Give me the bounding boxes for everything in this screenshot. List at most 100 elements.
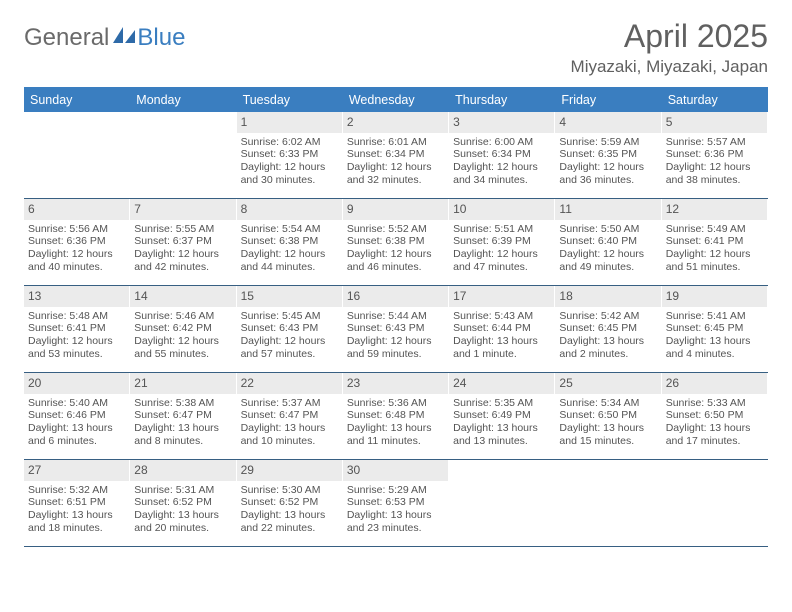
sunset-line: Sunset: 6:46 PM bbox=[28, 409, 125, 422]
daylight-line: Daylight: 12 hours and 47 minutes. bbox=[453, 248, 550, 274]
day-cell: 12Sunrise: 5:49 AMSunset: 6:41 PMDayligh… bbox=[662, 199, 768, 285]
week-row: 13Sunrise: 5:48 AMSunset: 6:41 PMDayligh… bbox=[24, 286, 768, 373]
sunset-line: Sunset: 6:47 PM bbox=[241, 409, 338, 422]
daylight-line: Daylight: 13 hours and 4 minutes. bbox=[666, 335, 763, 361]
daylight-line: Daylight: 13 hours and 22 minutes. bbox=[241, 509, 338, 535]
dow-header: Thursday bbox=[449, 87, 555, 112]
daylight-line: Daylight: 12 hours and 46 minutes. bbox=[347, 248, 444, 274]
daylight-line: Daylight: 13 hours and 15 minutes. bbox=[559, 422, 656, 448]
sunrise-line: Sunrise: 5:55 AM bbox=[134, 223, 231, 236]
day-number: 16 bbox=[343, 286, 448, 307]
sunset-line: Sunset: 6:50 PM bbox=[559, 409, 656, 422]
day-cell: 11Sunrise: 5:50 AMSunset: 6:40 PMDayligh… bbox=[555, 199, 661, 285]
sunrise-line: Sunrise: 5:56 AM bbox=[28, 223, 125, 236]
dow-header: Tuesday bbox=[237, 87, 343, 112]
day-number: 14 bbox=[130, 286, 235, 307]
sunrise-line: Sunrise: 5:29 AM bbox=[347, 484, 444, 497]
page: General Blue April 2025 Miyazaki, Miyaza… bbox=[0, 0, 792, 565]
day-number: 3 bbox=[449, 112, 554, 133]
sunrise-line: Sunrise: 5:37 AM bbox=[241, 397, 338, 410]
sunrise-line: Sunrise: 5:42 AM bbox=[559, 310, 656, 323]
sunrise-line: Sunrise: 5:32 AM bbox=[28, 484, 125, 497]
sunset-line: Sunset: 6:52 PM bbox=[134, 496, 231, 509]
daylight-line: Daylight: 12 hours and 34 minutes. bbox=[453, 161, 550, 187]
day-number: 24 bbox=[449, 373, 554, 394]
sunrise-line: Sunrise: 5:51 AM bbox=[453, 223, 550, 236]
daylight-line: Daylight: 12 hours and 53 minutes. bbox=[28, 335, 125, 361]
day-number: 20 bbox=[24, 373, 129, 394]
day-number: 23 bbox=[343, 373, 448, 394]
day-cell: . bbox=[662, 460, 768, 546]
sunset-line: Sunset: 6:34 PM bbox=[347, 148, 444, 161]
day-number: 6 bbox=[24, 199, 129, 220]
day-cell: 26Sunrise: 5:33 AMSunset: 6:50 PMDayligh… bbox=[662, 373, 768, 459]
sunrise-line: Sunrise: 5:35 AM bbox=[453, 397, 550, 410]
sunrise-line: Sunrise: 5:52 AM bbox=[347, 223, 444, 236]
daylight-line: Daylight: 12 hours and 59 minutes. bbox=[347, 335, 444, 361]
day-cell: 15Sunrise: 5:45 AMSunset: 6:43 PMDayligh… bbox=[237, 286, 343, 372]
dow-header-row: SundayMondayTuesdayWednesdayThursdayFrid… bbox=[24, 87, 768, 112]
sunset-line: Sunset: 6:41 PM bbox=[28, 322, 125, 335]
sunset-line: Sunset: 6:41 PM bbox=[666, 235, 763, 248]
day-number: 28 bbox=[130, 460, 235, 481]
day-cell: 23Sunrise: 5:36 AMSunset: 6:48 PMDayligh… bbox=[343, 373, 449, 459]
day-cell: 13Sunrise: 5:48 AMSunset: 6:41 PMDayligh… bbox=[24, 286, 130, 372]
day-cell: 29Sunrise: 5:30 AMSunset: 6:52 PMDayligh… bbox=[237, 460, 343, 546]
day-number: 12 bbox=[662, 199, 767, 220]
day-number: 26 bbox=[662, 373, 767, 394]
day-number: 27 bbox=[24, 460, 129, 481]
day-cell: 4Sunrise: 5:59 AMSunset: 6:35 PMDaylight… bbox=[555, 112, 661, 198]
sunrise-line: Sunrise: 5:34 AM bbox=[559, 397, 656, 410]
title-block: April 2025 Miyazaki, Miyazaki, Japan bbox=[571, 18, 768, 77]
sunrise-line: Sunrise: 6:00 AM bbox=[453, 136, 550, 149]
day-cell: 19Sunrise: 5:41 AMSunset: 6:45 PMDayligh… bbox=[662, 286, 768, 372]
sunset-line: Sunset: 6:36 PM bbox=[666, 148, 763, 161]
sunset-line: Sunset: 6:52 PM bbox=[241, 496, 338, 509]
day-cell: 1Sunrise: 6:02 AMSunset: 6:33 PMDaylight… bbox=[237, 112, 343, 198]
day-number: 8 bbox=[237, 199, 342, 220]
sunset-line: Sunset: 6:42 PM bbox=[134, 322, 231, 335]
sunset-line: Sunset: 6:37 PM bbox=[134, 235, 231, 248]
dow-header: Sunday bbox=[24, 87, 130, 112]
day-number: 5 bbox=[662, 112, 767, 133]
sunrise-line: Sunrise: 5:30 AM bbox=[241, 484, 338, 497]
day-cell: 30Sunrise: 5:29 AMSunset: 6:53 PMDayligh… bbox=[343, 460, 449, 546]
daylight-line: Daylight: 13 hours and 11 minutes. bbox=[347, 422, 444, 448]
day-cell: 7Sunrise: 5:55 AMSunset: 6:37 PMDaylight… bbox=[130, 199, 236, 285]
day-number: 1 bbox=[237, 112, 342, 133]
weeks-container: ..1Sunrise: 6:02 AMSunset: 6:33 PMDaylig… bbox=[24, 112, 768, 547]
day-number: 25 bbox=[555, 373, 660, 394]
sunset-line: Sunset: 6:45 PM bbox=[666, 322, 763, 335]
sunrise-line: Sunrise: 5:46 AM bbox=[134, 310, 231, 323]
day-cell: 21Sunrise: 5:38 AMSunset: 6:47 PMDayligh… bbox=[130, 373, 236, 459]
sunrise-line: Sunrise: 5:57 AM bbox=[666, 136, 763, 149]
sunrise-line: Sunrise: 5:31 AM bbox=[134, 484, 231, 497]
day-cell: . bbox=[449, 460, 555, 546]
sunset-line: Sunset: 6:49 PM bbox=[453, 409, 550, 422]
day-cell: 9Sunrise: 5:52 AMSunset: 6:38 PMDaylight… bbox=[343, 199, 449, 285]
day-number: 19 bbox=[662, 286, 767, 307]
dow-header: Saturday bbox=[662, 87, 768, 112]
daylight-line: Daylight: 12 hours and 32 minutes. bbox=[347, 161, 444, 187]
daylight-line: Daylight: 13 hours and 1 minute. bbox=[453, 335, 550, 361]
sunrise-line: Sunrise: 5:36 AM bbox=[347, 397, 444, 410]
daylight-line: Daylight: 13 hours and 10 minutes. bbox=[241, 422, 338, 448]
sunset-line: Sunset: 6:40 PM bbox=[559, 235, 656, 248]
daylight-line: Daylight: 13 hours and 13 minutes. bbox=[453, 422, 550, 448]
sunset-line: Sunset: 6:44 PM bbox=[453, 322, 550, 335]
day-cell: 14Sunrise: 5:46 AMSunset: 6:42 PMDayligh… bbox=[130, 286, 236, 372]
day-cell: 22Sunrise: 5:37 AMSunset: 6:47 PMDayligh… bbox=[237, 373, 343, 459]
day-cell: 6Sunrise: 5:56 AMSunset: 6:36 PMDaylight… bbox=[24, 199, 130, 285]
sunset-line: Sunset: 6:51 PM bbox=[28, 496, 125, 509]
week-row: ..1Sunrise: 6:02 AMSunset: 6:33 PMDaylig… bbox=[24, 112, 768, 199]
dow-header: Friday bbox=[555, 87, 661, 112]
daylight-line: Daylight: 12 hours and 30 minutes. bbox=[241, 161, 338, 187]
day-number: 7 bbox=[130, 199, 235, 220]
sunset-line: Sunset: 6:50 PM bbox=[666, 409, 763, 422]
day-number: 10 bbox=[449, 199, 554, 220]
daylight-line: Daylight: 13 hours and 6 minutes. bbox=[28, 422, 125, 448]
sunset-line: Sunset: 6:38 PM bbox=[347, 235, 444, 248]
day-cell: 8Sunrise: 5:54 AMSunset: 6:38 PMDaylight… bbox=[237, 199, 343, 285]
sunrise-line: Sunrise: 6:02 AM bbox=[241, 136, 338, 149]
day-cell: . bbox=[130, 112, 236, 198]
